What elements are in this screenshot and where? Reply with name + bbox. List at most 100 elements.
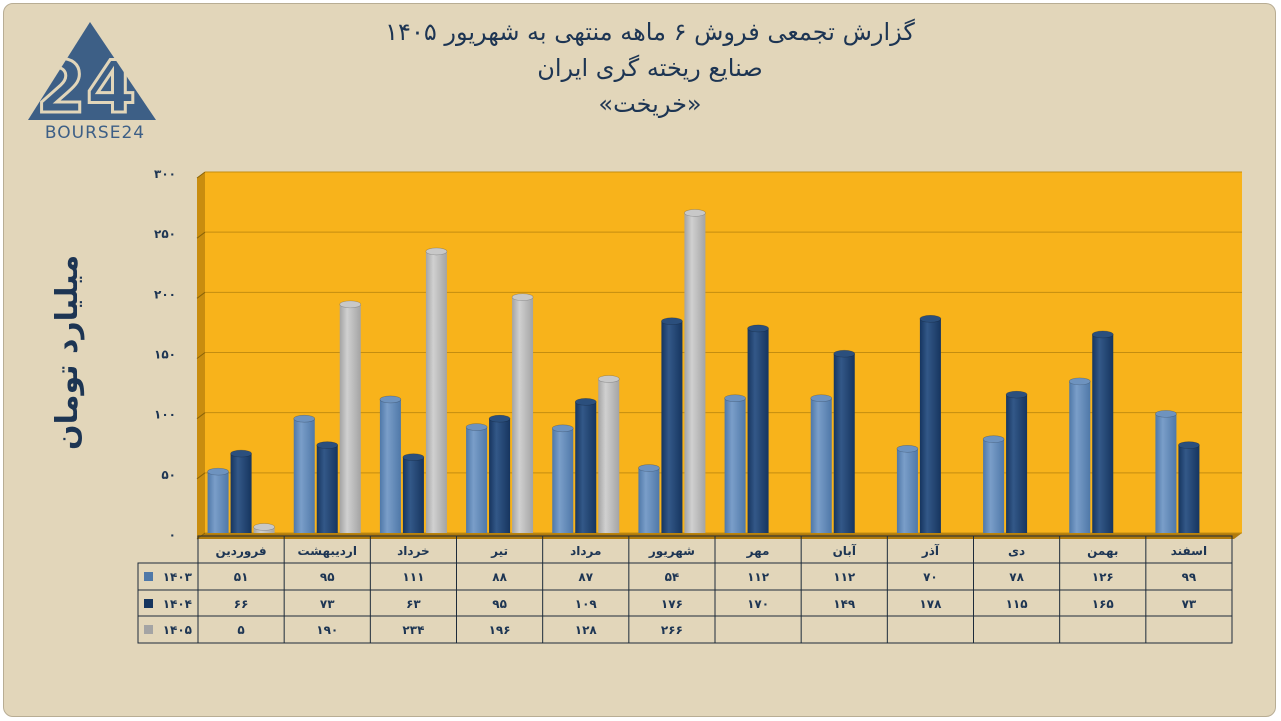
data-label: ۱۱۵ bbox=[1006, 597, 1028, 611]
bar bbox=[724, 398, 746, 533]
category-label: آبان bbox=[833, 543, 857, 558]
bar bbox=[339, 304, 361, 533]
gridline-side bbox=[196, 352, 206, 359]
data-label: ۶۶ bbox=[234, 597, 249, 611]
bar bbox=[598, 378, 620, 533]
data-label: ۲۳۴ bbox=[402, 623, 424, 637]
title-line-1: گزارش تجمعی فروش ۶ ماهه منتهی به شهریور … bbox=[385, 18, 915, 46]
bar bbox=[379, 399, 401, 533]
data-label: ۱۱۱ bbox=[402, 570, 424, 584]
data-label: ۷۰ bbox=[923, 570, 938, 584]
legend-label: ۱۴۰۴ bbox=[163, 597, 192, 611]
data-label: ۹۵ bbox=[320, 570, 335, 584]
bar bbox=[983, 439, 1005, 533]
bar-top bbox=[833, 349, 856, 358]
data-label: ۱۴۹ bbox=[833, 597, 856, 611]
bar bbox=[1155, 413, 1177, 533]
gridline-side bbox=[196, 171, 206, 179]
bar-top bbox=[339, 300, 362, 309]
y-tick-label: ۲۰۰ bbox=[154, 287, 176, 301]
y-tick-label: ۵۰ bbox=[161, 468, 176, 482]
bar bbox=[293, 418, 315, 533]
gridline-side bbox=[196, 291, 206, 299]
bourse24-logo-icon: 24 bbox=[28, 22, 156, 131]
data-label: ۱۹۶ bbox=[489, 623, 511, 637]
bar-top bbox=[684, 209, 706, 217]
bar bbox=[489, 418, 511, 533]
legend-swatch bbox=[144, 625, 153, 634]
data-label: ۵ bbox=[237, 623, 244, 637]
y-tick-label: ۳۰۰ bbox=[154, 167, 176, 181]
bar-top bbox=[488, 414, 511, 423]
gridline-side bbox=[196, 231, 206, 239]
category-label: فروردین bbox=[216, 544, 267, 559]
legend-swatch bbox=[144, 599, 153, 608]
bar bbox=[466, 427, 488, 533]
legend-swatch bbox=[144, 572, 153, 581]
y-tick-label: ۱۵۰ bbox=[154, 348, 176, 362]
bar-top bbox=[253, 523, 275, 531]
bar-top bbox=[661, 317, 683, 326]
data-label: ۷۸ bbox=[1009, 570, 1024, 584]
bar-top bbox=[465, 423, 488, 431]
data-label: ۹۵ bbox=[492, 597, 507, 611]
title-line-2: صنایع ریخته گری ایران bbox=[537, 54, 763, 82]
data-label: ۱۶۵ bbox=[1092, 597, 1114, 611]
bar bbox=[810, 398, 832, 533]
bar bbox=[919, 318, 941, 533]
category-label: خرداد bbox=[397, 544, 430, 558]
title-line-3: «خریخت» bbox=[598, 90, 702, 118]
data-label: ۱۰۹ bbox=[575, 597, 598, 611]
data-label: ۱۹۰ bbox=[316, 623, 338, 637]
bar-top bbox=[551, 424, 574, 433]
legend-label: ۱۴۰۵ bbox=[163, 623, 192, 637]
bar-top bbox=[896, 444, 919, 453]
category-label: مهر bbox=[746, 544, 770, 558]
data-label: ۱۷۶ bbox=[661, 597, 683, 611]
bar bbox=[896, 448, 918, 533]
bar bbox=[638, 468, 660, 533]
data-label: ۵۱ bbox=[234, 570, 249, 584]
bar-top bbox=[1178, 441, 1200, 449]
y-tick-label: ۰ bbox=[169, 528, 176, 542]
data-label: ۷۳ bbox=[320, 597, 335, 611]
bar bbox=[512, 297, 534, 533]
data-label: ۱۱۲ bbox=[833, 570, 856, 584]
bar bbox=[1069, 381, 1091, 533]
bar-top bbox=[230, 449, 252, 458]
bar-top bbox=[574, 398, 597, 406]
bar bbox=[575, 401, 597, 533]
bar bbox=[833, 353, 855, 533]
category-label: دی bbox=[1008, 544, 1025, 558]
bar bbox=[684, 212, 706, 533]
bar bbox=[1178, 445, 1200, 533]
bar-top bbox=[982, 435, 1005, 443]
logo-mark: 24 bbox=[36, 45, 136, 129]
logo-text: BOURSE24 bbox=[44, 123, 146, 143]
bar bbox=[316, 445, 338, 533]
bar-top bbox=[1155, 410, 1177, 418]
bar-top bbox=[724, 394, 746, 403]
data-label: ۱۱۲ bbox=[747, 570, 770, 584]
bar-top bbox=[293, 414, 316, 423]
y-tick-label: ۲۵۰ bbox=[154, 227, 176, 241]
data-label: ۸۷ bbox=[578, 570, 593, 584]
bar bbox=[661, 321, 683, 533]
bar bbox=[1006, 394, 1028, 533]
data-label: ۲۶۶ bbox=[661, 623, 683, 637]
bar bbox=[552, 428, 574, 533]
bar bbox=[1092, 334, 1114, 533]
bar bbox=[425, 251, 447, 534]
bar bbox=[402, 457, 424, 533]
category-label: مرداد bbox=[570, 544, 601, 558]
bar-top bbox=[638, 464, 660, 472]
bar bbox=[747, 328, 769, 533]
bar-top bbox=[1005, 390, 1028, 399]
chart-title: گزارش تجمعی فروش ۶ ماهه منتهی به شهریور … bbox=[300, 14, 1000, 122]
data-label: ۷۳ bbox=[1182, 597, 1197, 611]
bar-top bbox=[207, 467, 229, 476]
bar bbox=[207, 471, 229, 533]
category-label: آذر bbox=[921, 543, 940, 558]
bar-top bbox=[1068, 377, 1091, 386]
